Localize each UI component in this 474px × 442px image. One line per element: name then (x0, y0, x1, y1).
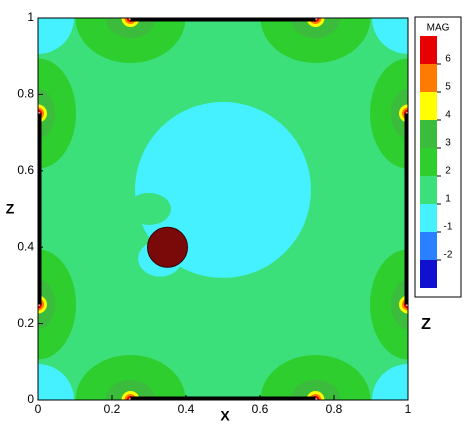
x-tick-label: 0 (35, 402, 42, 416)
bulge-outer (38, 249, 76, 360)
bulge-outer (75, 355, 186, 400)
colorbar-swatch (420, 36, 437, 64)
bulge-outer (75, 18, 186, 63)
y-tick-label: 0 (27, 392, 34, 406)
colorbar-swatch (420, 64, 437, 92)
colorbar-title: MAG (427, 23, 450, 34)
x-tick-label: 1 (405, 402, 412, 416)
colorbar-swatch (420, 232, 437, 260)
y-tick-label: 0.8 (17, 87, 34, 101)
plot-frame (37, 17, 409, 401)
side-label: Z (421, 316, 431, 333)
colorbar-swatch (420, 92, 437, 120)
colorbar-label: 2 (445, 166, 451, 177)
colorbar-label: 6 (445, 54, 451, 65)
colorbar-swatch (420, 148, 437, 176)
colorbar-swatch (420, 176, 437, 204)
colorbar-label: -2 (444, 250, 453, 261)
x-tick-label: 0.2 (104, 402, 121, 416)
colorbar-swatch (420, 260, 437, 288)
bulge-inner (290, 18, 341, 39)
x-tick-label: 0.4 (178, 402, 195, 416)
bulge-outer (370, 58, 408, 169)
colorbar-label: 5 (445, 82, 451, 93)
contour-field (38, 18, 408, 400)
bulge-outer (370, 249, 408, 360)
y-tick-label: 0.2 (17, 316, 34, 330)
y-axis-label: Z (6, 201, 15, 217)
colorbar-label: 3 (445, 138, 451, 149)
colorbar-swatch (420, 204, 437, 232)
obstacle (147, 226, 188, 268)
bulge-inner (105, 379, 156, 400)
low-region (38, 364, 74, 400)
colorbar-label: 1 (445, 194, 451, 205)
x-axis-label: X (220, 408, 230, 424)
bulge-inner (105, 18, 156, 39)
colorbar-label: -1 (444, 222, 453, 233)
x-tick-label: 0.8 (326, 402, 343, 416)
y-tick-label: 1 (27, 10, 34, 24)
colorbar-swatch (420, 120, 437, 148)
x-tick-label: 0.6 (252, 402, 269, 416)
central-notch (127, 193, 171, 225)
bulge-inner (290, 379, 341, 400)
low-region (372, 18, 408, 54)
y-tick-label: 0.6 (17, 163, 34, 177)
bulge-outer (260, 18, 371, 63)
low-region (372, 364, 408, 400)
low-region (38, 18, 74, 54)
y-tick-label: 0.4 (17, 239, 34, 253)
bulge-outer (260, 355, 371, 400)
bulge-outer (38, 58, 76, 169)
colorbar-label: 4 (445, 110, 451, 121)
